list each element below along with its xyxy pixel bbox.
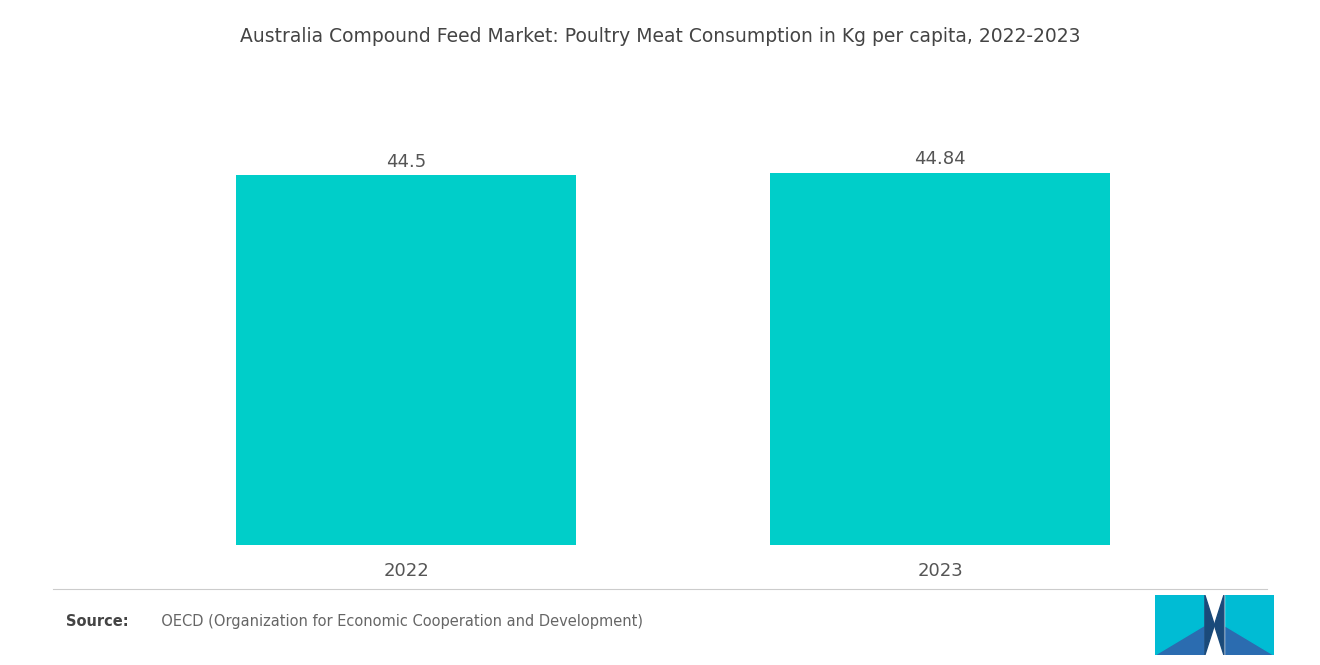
Polygon shape: [1224, 595, 1274, 655]
Text: 44.5: 44.5: [385, 153, 426, 171]
Bar: [1224, 595, 1274, 655]
Polygon shape: [1155, 595, 1205, 655]
Bar: [236, 176, 576, 545]
Bar: [771, 172, 1110, 545]
Text: Australia Compound Feed Market: Poultry Meat Consumption in Kg per capita, 2022-: Australia Compound Feed Market: Poultry …: [240, 27, 1080, 46]
Text: OECD (Organization for Economic Cooperation and Development): OECD (Organization for Economic Cooperat…: [152, 614, 643, 629]
Bar: [1205, 595, 1224, 655]
Text: Source:: Source:: [66, 614, 128, 629]
Polygon shape: [1205, 595, 1214, 655]
Polygon shape: [1214, 595, 1224, 655]
Text: 44.84: 44.84: [915, 150, 966, 168]
Bar: [1155, 595, 1205, 655]
